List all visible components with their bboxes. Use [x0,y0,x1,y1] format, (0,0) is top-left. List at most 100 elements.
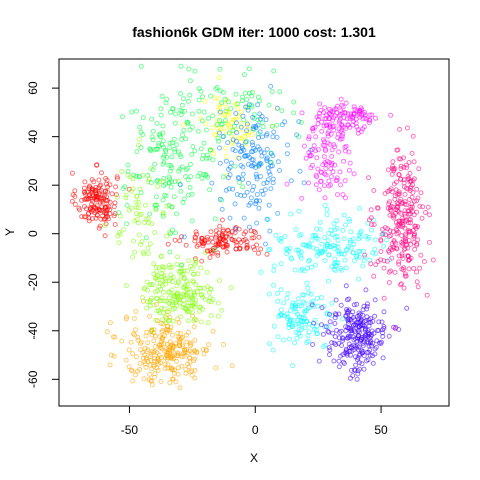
scatter-point [158,253,164,259]
scatter-point [240,94,245,100]
scatter-point [325,328,331,334]
scatter-point [191,290,197,296]
scatter-point [208,299,214,305]
x-axis: -50 0 50 [121,405,388,437]
scatter-point [195,128,201,134]
scatter-point [168,231,173,237]
scatter-point [286,336,292,342]
scatter-point [405,174,411,179]
scatter-point [141,376,147,382]
scatter-point [188,263,194,269]
scatter-point [145,347,151,352]
scatter-point [355,355,361,361]
scatter-point [124,202,130,208]
scatter-point [177,182,183,188]
scatter-point [389,247,395,253]
scatter-point [319,295,324,300]
scatter-point [191,271,197,277]
scatter-point [230,146,236,152]
scatter-point [382,191,388,196]
scatter-point [336,126,342,132]
scatter-point [326,329,332,335]
scatter-point [160,197,166,203]
scatter-point [282,119,288,125]
scatter-point [306,136,312,142]
scatter-point [217,109,223,115]
scatter-point [396,191,402,197]
scatter-point [325,324,331,330]
scatter-point [259,134,265,140]
scatter-point [196,308,202,314]
scatter-point [203,348,209,354]
scatter-point [351,104,357,110]
scatter-point [282,234,288,240]
scatter-point [151,302,157,308]
scatter-point [126,364,132,370]
scatter-point [247,90,253,96]
scatter-point [414,186,420,192]
scatter-point [115,233,121,239]
scatter-point [332,315,338,321]
scatter-point [249,163,254,169]
y-tick-label: -60 [26,370,40,388]
scatter-point [149,116,155,122]
scatter-point [425,204,431,210]
scatter-point [111,353,117,359]
scatter-point [81,214,87,220]
scatter-point [313,262,318,268]
y-tick-label: 60 [26,81,40,95]
scatter-point [306,180,311,186]
scatter-point [256,234,262,240]
scatter-point [358,317,364,323]
scatter-point [223,158,229,164]
scatter-point [140,355,146,361]
scatter-point [257,129,263,135]
scatter-point [166,202,172,208]
scatter-point [406,160,412,165]
scatter-point [183,174,188,180]
scatter-point [154,359,160,365]
scatter-point [401,177,407,183]
scatter-point [168,163,174,168]
scatter-point [219,217,225,223]
scatter-point [402,236,408,242]
scatter-point [240,171,246,177]
scatter-point [268,83,274,89]
x-tick-label: -50 [121,423,139,437]
scatter-point [173,230,179,236]
scatter-point [340,316,346,322]
scatter-point [179,262,184,268]
scatter-point [102,233,108,239]
scatter-point [159,317,165,323]
scatter-point [95,195,101,200]
scatter-point [314,174,320,180]
scatter-point [312,233,318,239]
scatter-point [320,331,326,337]
scatter-point [178,294,184,300]
scatter-point [166,309,172,315]
scatter-point [387,187,392,193]
scatter-point [318,107,324,113]
scatter-point [370,360,376,366]
scatter-point [133,204,139,210]
scatter-point [414,242,420,248]
scatter-point [187,78,193,84]
scatter-point [251,235,257,241]
scatter-point [277,89,283,95]
scatter-point [172,237,178,243]
scatter-point [358,228,364,234]
scatter-point [343,126,349,131]
scatter-point [113,192,119,198]
scatter-point [343,100,349,106]
scatter-point [183,366,189,372]
scatter-point [155,277,161,283]
scatter-point [352,367,358,373]
scatter-point [192,367,198,373]
scatter-point [271,263,277,269]
scatter-point [143,235,149,241]
scatter-point [400,222,406,228]
scatter-point [249,132,255,138]
scatter-point [331,107,337,113]
scatter-point [134,217,140,223]
